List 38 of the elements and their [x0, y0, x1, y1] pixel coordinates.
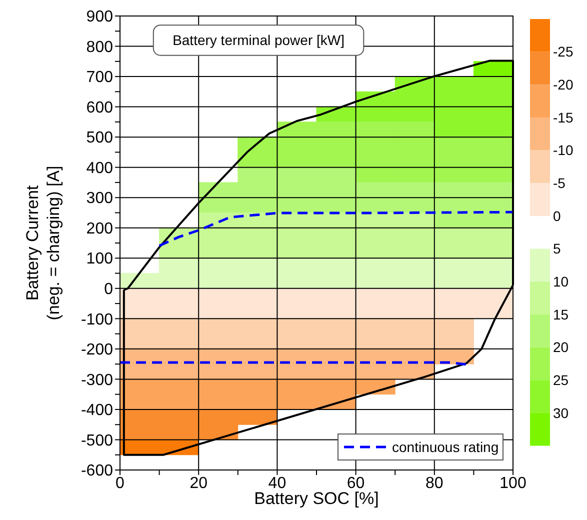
color-bar-label: -10 — [553, 142, 574, 158]
y-tick-label: 300 — [86, 190, 114, 208]
y-tick-label: -600 — [80, 462, 114, 480]
y-tick-label: 500 — [86, 130, 114, 147]
color-bar-label: 20 — [553, 339, 569, 356]
y-tick-label: 800 — [86, 38, 114, 56]
x-tick-label: 20 — [190, 475, 208, 492]
color-bar-label: 10 — [553, 274, 569, 290]
y-tick-label: -300 — [80, 372, 114, 389]
y-tick-label: 700 — [86, 69, 114, 86]
y-tick-label: 100 — [86, 250, 114, 268]
color-bar-label: -5 — [553, 175, 566, 192]
y-axis-title: Battery Current (neg. = charging) [A] — [23, 166, 63, 320]
x-tick-label: 80 — [426, 475, 444, 492]
x-tick-label: 100 — [500, 475, 526, 492]
x-tick-label: 0 — [116, 475, 125, 492]
y-tick-label: -500 — [80, 432, 114, 450]
x-tick-label: 40 — [268, 475, 286, 492]
color-bar-label: -20 — [553, 76, 574, 93]
color-bar-label: 0 — [553, 208, 561, 224]
y-tick-label: -100 — [80, 311, 114, 328]
color-bar-label: 15 — [553, 306, 569, 322]
color-bar-label: -25 — [553, 44, 574, 60]
legend-label: continuous rating — [392, 438, 499, 455]
y-tick-label: -400 — [80, 402, 114, 420]
y-tick-label: 400 — [86, 160, 114, 177]
y-tick-label: 900 — [86, 8, 114, 26]
color-bar-label: 30 — [553, 404, 569, 421]
y-tick-label: 0 — [104, 281, 114, 298]
color-bar-label: 5 — [553, 240, 561, 257]
y-tick-label: 600 — [86, 99, 114, 116]
y-tick-label: -200 — [80, 342, 114, 359]
y-tick-label: 200 — [86, 220, 114, 238]
color-bar-label: -15 — [553, 109, 574, 126]
x-tick-label: 60 — [346, 475, 365, 492]
x-axis-title: Battery SOC [%] — [254, 489, 379, 508]
text: Battery terminal power [kW] — [172, 32, 344, 48]
color-bar-label: 25 — [553, 372, 569, 388]
